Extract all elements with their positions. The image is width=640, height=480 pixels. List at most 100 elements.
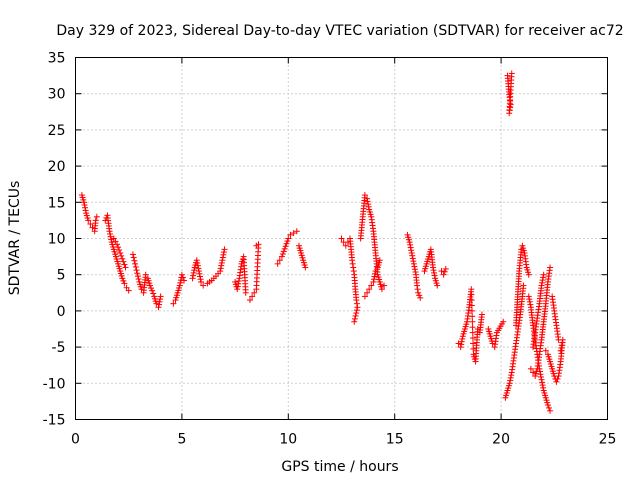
data-point (196, 268, 202, 274)
data-point (559, 340, 565, 346)
data-point (415, 286, 421, 292)
data-point (220, 255, 226, 261)
data-point (458, 341, 464, 347)
data-point (526, 293, 532, 299)
y-tick-label: 20 (48, 159, 66, 175)
data-point (219, 260, 225, 266)
data-point (351, 319, 357, 325)
data-point (353, 313, 359, 319)
data-point (410, 255, 416, 261)
data-point (117, 250, 123, 256)
y-axis-title: SDTVAR / TECUs (7, 181, 23, 296)
data-point (218, 265, 224, 271)
data-point (539, 379, 545, 385)
y-tick-label: 15 (48, 195, 66, 211)
data-point (354, 301, 360, 307)
data-point (470, 324, 476, 330)
data-point (197, 274, 203, 280)
data-point (411, 261, 417, 267)
y-tick-label: 10 (48, 232, 66, 248)
data-point (412, 269, 418, 275)
data-point (414, 283, 420, 289)
data-point (82, 205, 88, 211)
x-tick-label: 15 (386, 432, 404, 448)
data-point (133, 264, 139, 270)
chart-title: Day 329 of 2023, Sidereal Day-to-day VTE… (56, 23, 623, 39)
data-point (121, 262, 127, 268)
x-axis-title: GPS time / hours (281, 459, 398, 475)
data-point (527, 302, 533, 308)
data-point (220, 252, 226, 258)
data-point (409, 253, 415, 259)
data-point (353, 310, 359, 316)
data-point (158, 293, 164, 299)
tick-layer: 0 5 10 15 20 25-15-10-505101520253035 (43, 51, 617, 448)
data-point (134, 270, 140, 276)
data-point (547, 408, 553, 414)
data-point (553, 379, 559, 385)
y-tick-label: -10 (43, 376, 66, 392)
data-point (558, 345, 564, 351)
data-point (507, 378, 513, 384)
data-point (431, 267, 437, 273)
y-tick-label: 30 (48, 87, 66, 103)
data-point (539, 377, 545, 383)
data-point (353, 297, 359, 303)
data-point (131, 258, 137, 264)
y-tick-label: -5 (52, 340, 66, 356)
x-tick-label: 25 (599, 432, 617, 448)
y-tick-label: -15 (43, 413, 66, 429)
data-point (107, 228, 113, 234)
data-point (118, 253, 124, 259)
data-point (93, 217, 99, 223)
data-point (540, 274, 546, 280)
data-point (410, 258, 416, 264)
data-point (351, 268, 357, 274)
data-point (349, 257, 355, 263)
data-point (411, 264, 417, 270)
data-point (409, 250, 415, 256)
data-point (221, 249, 227, 255)
data-point (412, 266, 418, 272)
x-tick-label: 10 (279, 432, 297, 448)
y-tick-label: 5 (57, 268, 66, 284)
x-tick-label: 20 (492, 432, 510, 448)
data-point (218, 263, 224, 269)
data-point (83, 207, 89, 213)
data-point (526, 296, 532, 302)
data-point (469, 319, 475, 325)
data-point (352, 316, 358, 322)
data-point (114, 241, 120, 247)
data-point (119, 256, 125, 262)
data-point (350, 264, 356, 270)
data-point (196, 271, 202, 277)
data-point (556, 337, 562, 343)
data-point (120, 259, 126, 265)
data-point (442, 269, 448, 275)
data-point (520, 283, 526, 289)
data-point (537, 371, 543, 377)
data-point (136, 276, 142, 282)
data-point (541, 272, 547, 278)
y-tick-label: 35 (48, 51, 66, 67)
data-point (547, 264, 553, 270)
data-point (432, 273, 438, 279)
data-point (459, 336, 465, 342)
data-point (236, 278, 242, 284)
data-point (198, 276, 204, 282)
data-point (190, 275, 196, 281)
data-point (539, 280, 545, 286)
data-point (131, 255, 137, 261)
y-tick-label: 25 (48, 123, 66, 139)
data-point (94, 214, 100, 220)
data-point (558, 348, 564, 354)
data-point (156, 302, 162, 308)
data-point (150, 291, 156, 297)
data-point (132, 261, 138, 267)
data-point (107, 231, 113, 237)
data-point (130, 251, 136, 257)
data-point (538, 374, 544, 380)
y-tick-label: 0 (57, 304, 66, 320)
data-point (219, 257, 225, 263)
data-point (243, 290, 249, 296)
